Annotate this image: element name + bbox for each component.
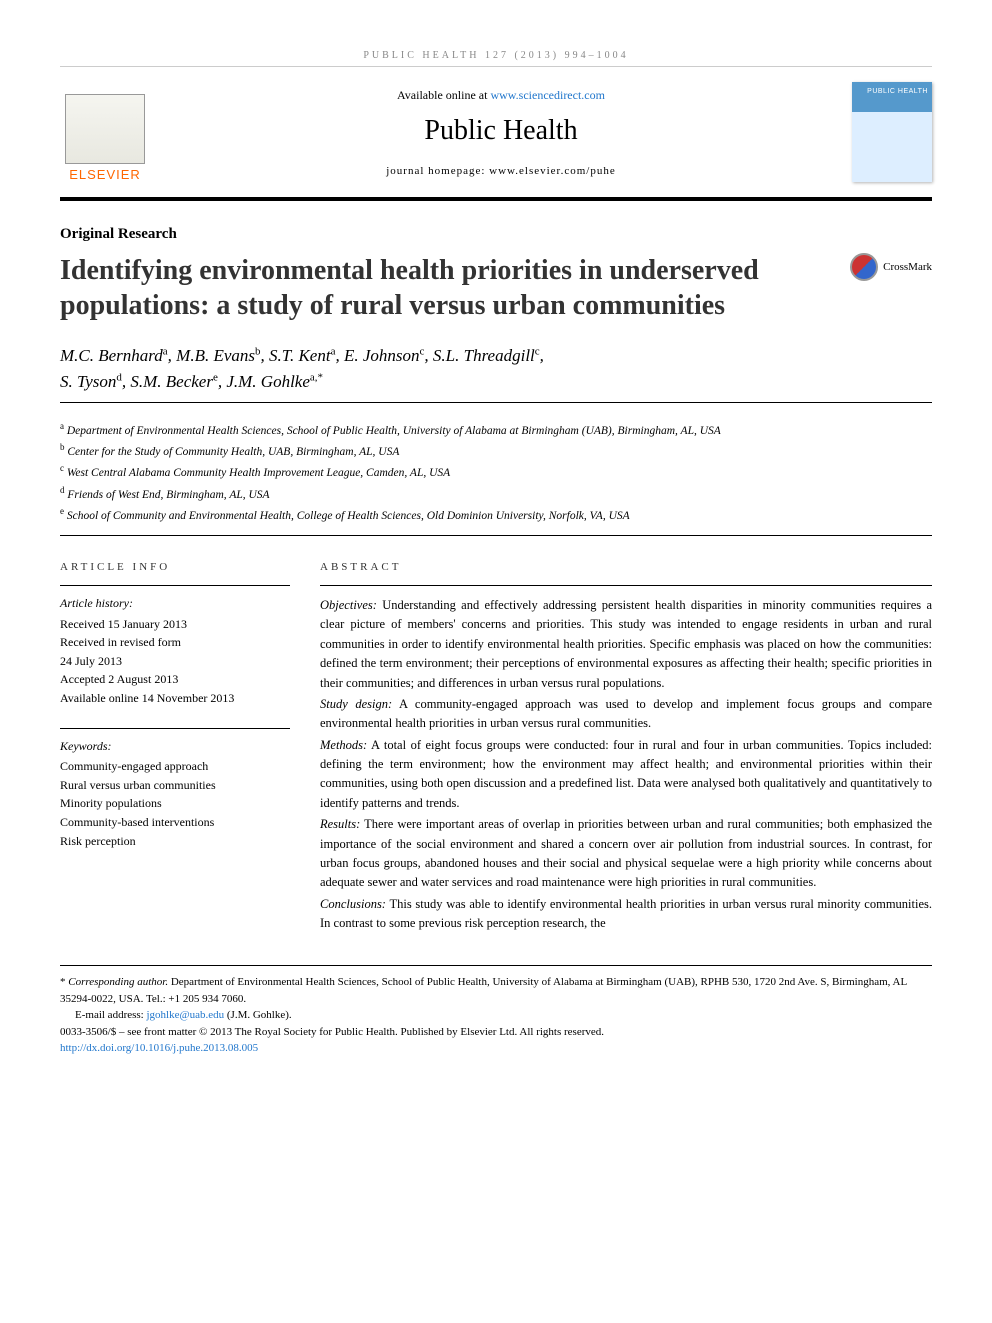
publisher-logo[interactable]: ELSEVIER xyxy=(60,82,150,182)
footnotes: * Corresponding author. Department of En… xyxy=(60,965,932,1057)
article-info-heading: article info xyxy=(60,561,290,573)
corresponding-marker: * xyxy=(318,371,324,383)
keyword: Community-based interventions xyxy=(60,813,290,832)
results-label: Results: xyxy=(320,817,360,831)
author-email-link[interactable]: jgohlke@uab.edu xyxy=(146,1009,224,1021)
crossmark-widget[interactable]: CrossMark xyxy=(850,253,932,281)
article-info-column: article info Article history: Received 1… xyxy=(60,561,290,935)
study-design-label: Study design: xyxy=(320,697,392,711)
author[interactable]: S.T. Kent xyxy=(269,346,331,365)
affiliation: Friends of West End, Birmingham, AL, USA xyxy=(67,488,269,500)
author[interactable]: M.B. Evans xyxy=(176,346,255,365)
conclusions-label: Conclusions: xyxy=(320,897,386,911)
article-title: Identifying environmental health priorit… xyxy=(60,253,850,323)
affiliation: Department of Environmental Health Scien… xyxy=(67,425,721,437)
received-date: Received 15 January 2013 xyxy=(60,615,290,634)
keywords-block: Keywords: Community-engaged approach Rur… xyxy=(60,728,290,851)
author[interactable]: S.M. Becker xyxy=(130,372,213,391)
affiliation: School of Community and Environmental He… xyxy=(67,510,630,522)
author-list: M.C. Bernharda, M.B. Evansb, S.T. Kenta,… xyxy=(60,343,932,403)
abstract-heading: abstract xyxy=(320,561,932,573)
methods-label: Methods: xyxy=(320,738,367,752)
elsevier-tree-icon xyxy=(65,94,145,164)
citation-text: PUBLIC HEALTH 127 (2013) 994 xyxy=(363,50,588,61)
elsevier-label: ELSEVIER xyxy=(69,167,141,182)
keyword: Rural versus urban communities xyxy=(60,776,290,795)
revised-date: 24 July 2013 xyxy=(60,652,290,671)
abstract-body: Objectives: Understanding and effectivel… xyxy=(320,585,932,933)
available-online: Available online at www.sciencedirect.co… xyxy=(150,88,852,103)
accepted-date: Accepted 2 August 2013 xyxy=(60,670,290,689)
article-history: Article history: Received 15 January 201… xyxy=(60,585,290,708)
crossmark-icon xyxy=(850,253,878,281)
keyword: Minority populations xyxy=(60,794,290,813)
corresponding-author-note: * Corresponding author. Department of En… xyxy=(60,974,932,1007)
keyword: Community-engaged approach xyxy=(60,757,290,776)
affiliation: West Central Alabama Community Health Im… xyxy=(67,467,450,479)
cover-label: PUBLIC HEALTH xyxy=(867,88,928,95)
author[interactable]: S. Tyson xyxy=(60,372,116,391)
journal-header: ELSEVIER Available online at www.science… xyxy=(60,72,932,201)
author[interactable]: E. Johnson xyxy=(344,346,420,365)
author[interactable]: J.M. Gohlke xyxy=(226,372,310,391)
keyword: Risk perception xyxy=(60,832,290,851)
sciencedirect-link[interactable]: www.sciencedirect.com xyxy=(490,88,605,102)
online-date: Available online 14 November 2013 xyxy=(60,689,290,708)
doi-link[interactable]: http://dx.doi.org/10.1016/j.puhe.2013.08… xyxy=(60,1042,258,1054)
journal-homepage: journal homepage: www.elsevier.com/puhe xyxy=(150,165,852,177)
author[interactable]: M.C. Bernhard xyxy=(60,346,163,365)
crossmark-label: CrossMark xyxy=(883,261,932,273)
author[interactable]: S.L. Threadgill xyxy=(433,346,535,365)
journal-cover-thumbnail[interactable]: PUBLIC HEALTH xyxy=(852,82,932,182)
article-type: Original Research xyxy=(60,226,932,243)
copyright-line: 0033-3506/$ – see front matter © 2013 Th… xyxy=(60,1024,932,1041)
abstract-column: abstract Objectives: Understanding and e… xyxy=(320,561,932,935)
email-note: E-mail address: jgohlke@uab.edu (J.M. Go… xyxy=(60,1007,932,1024)
journal-title: Public Health xyxy=(150,115,852,147)
affiliation: Center for the Study of Community Health… xyxy=(67,446,399,458)
objectives-label: Objectives: xyxy=(320,598,377,612)
affiliation-list: a Department of Environmental Health Sci… xyxy=(60,413,932,536)
running-header: PUBLIC HEALTH 127 (2013) 994–1004 xyxy=(60,40,932,67)
